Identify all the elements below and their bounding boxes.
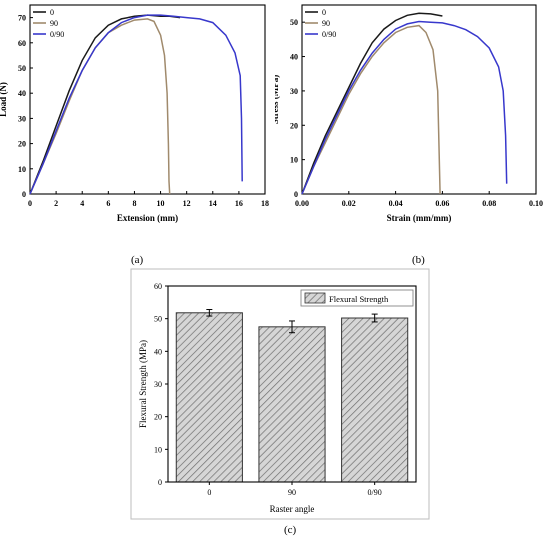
x-tick-label: 0.04	[389, 199, 403, 208]
caption-b: (b)	[412, 254, 425, 266]
x-tick-label: 0.02	[342, 199, 356, 208]
x-tick-label: 4	[80, 199, 84, 208]
x-tick-label: 16	[235, 199, 243, 208]
series-line-0	[301, 12, 443, 195]
y-tick-label: 50	[290, 18, 298, 27]
plot-frame	[301, 4, 537, 195]
y-tick-label: 10	[154, 445, 162, 454]
y-tick-label: 10	[18, 165, 26, 174]
x-tick-label: 0.08	[482, 199, 496, 208]
series-line-0-90	[29, 14, 243, 195]
x-axis-label: Extension (mm)	[117, 213, 178, 223]
x-tick-label: 2	[54, 199, 58, 208]
caption-a: (a)	[131, 254, 144, 266]
x-tick-label: 14	[209, 199, 217, 208]
y-tick-label: 40	[290, 53, 298, 62]
legend-label: 0/90	[50, 30, 64, 39]
legend-label: Flexural Strength	[329, 294, 389, 304]
y-axis-label: Stress (MPa)	[275, 75, 280, 125]
figure-border	[130, 268, 430, 520]
legend-label: 0	[50, 8, 54, 17]
y-tick-label: 30	[154, 380, 162, 389]
y-tick-label: 30	[18, 114, 26, 123]
y-tick-label: 20	[290, 121, 298, 130]
series-line-90	[301, 24, 441, 195]
y-tick-label: 20	[154, 413, 162, 422]
x-tick-label: 0.00	[295, 199, 309, 208]
chart-c: 0 90 0/90 0 10 20 30 40 50 60 Raster angle Flexural…	[130, 268, 430, 520]
x-tick-label: 0	[28, 199, 32, 208]
x-tick-label: 10	[157, 199, 165, 208]
legend-box	[300, 289, 414, 307]
legend-swatch	[304, 292, 326, 304]
chart-b: 0.00 0.02 0.04 0.06 0.08 0.10 0 10 20 30 40 50 Strai…	[270, 0, 550, 230]
series-line-90	[29, 18, 171, 195]
bar-90	[258, 326, 326, 483]
legend-label: 0/90	[322, 30, 336, 39]
x-axis-label: Strain (mm/mm)	[387, 213, 452, 223]
y-tick-label: 40	[154, 347, 162, 356]
chart-a-svg: 0 2 4 6 8 10 12 14 16 18 0 10 20 30 40 50 60 70 Extension …	[0, 4, 269, 223]
y-tick-label: 50	[154, 315, 162, 324]
y-tick-label: 0	[294, 190, 298, 199]
bar-0	[175, 312, 243, 483]
chart-c-svg: 0 90 0/90 0 10 20 30 40 50 60 Raster angle Flexural…	[130, 268, 430, 520]
chart-a: 0 2 4 6 8 10 12 14 16 18 0 10 20 30 40 50 60 70 Extension …	[0, 0, 275, 230]
y-axis-label: Flexural Strength (MPa)	[138, 340, 148, 428]
plot-frame	[29, 4, 266, 195]
x-axis-label: Raster angle	[270, 504, 315, 514]
y-tick-label: 50	[18, 64, 26, 73]
legend-label: 90	[322, 19, 330, 28]
y-tick-label: 10	[290, 156, 298, 165]
x-tick-label: 8	[132, 199, 136, 208]
y-tick-label: 60	[154, 282, 162, 291]
caption-c: (c)	[284, 524, 297, 536]
x-tick-label: 0.10	[529, 199, 543, 208]
y-tick-label: 0	[22, 190, 26, 199]
chart-b-svg: 0.00 0.02 0.04 0.06 0.08 0.10 0 10 20 30 40 50 Strai…	[270, 4, 543, 223]
x-tick-label: 0/90	[368, 488, 382, 497]
series-line-0-90	[301, 20, 508, 195]
x-tick-label: 90	[288, 488, 296, 497]
y-tick-label: 60	[18, 39, 26, 48]
y-axis-label: Load (N)	[0, 82, 8, 117]
x-tick-label: 6	[106, 199, 110, 208]
bar-0-90	[341, 317, 409, 483]
y-tick-label: 40	[18, 89, 26, 98]
y-tick-label: 70	[18, 14, 26, 23]
y-tick-label: 20	[18, 140, 26, 149]
x-tick-label: 12	[183, 199, 191, 208]
legend-label: 90	[50, 19, 58, 28]
y-tick-label: 0	[158, 478, 162, 487]
series-line-0	[29, 14, 181, 195]
legend-label: 0	[322, 8, 326, 17]
x-tick-label: 18	[261, 199, 269, 208]
x-tick-label: 0	[207, 488, 211, 497]
x-tick-label: 0.06	[435, 199, 449, 208]
y-tick-label: 30	[290, 87, 298, 96]
